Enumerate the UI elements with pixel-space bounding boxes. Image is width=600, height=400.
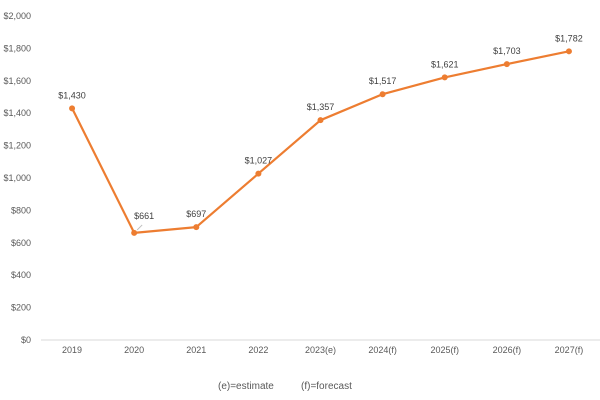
y-tick-label: $0 xyxy=(21,335,31,345)
x-tick-label: 2025(f) xyxy=(430,345,459,355)
data-label: $697 xyxy=(186,209,206,219)
data-label: $1,782 xyxy=(555,33,583,43)
data-labels: $1,430 $661 $697 $1,027 $1,357 $1,517 $1,621 $1… xyxy=(58,33,582,221)
data-point xyxy=(503,61,510,68)
data-point xyxy=(441,74,448,81)
y-tick-label: $2,000 xyxy=(3,11,31,21)
y-tick-label: $1,000 xyxy=(3,173,31,183)
y-tick-label: $200 xyxy=(11,303,31,313)
y-tick-label: $1,200 xyxy=(3,141,31,151)
data-point xyxy=(379,91,386,98)
y-tick-label: $1,800 xyxy=(3,43,31,53)
data-points xyxy=(69,48,572,236)
x-axis-tick-labels: 2019 2020 2021 2022 2023(e) 2024(f) 2025(f) 202… xyxy=(62,345,583,355)
y-tick-label: $1,400 xyxy=(3,108,31,118)
data-label: $1,517 xyxy=(369,76,397,86)
y-tick-label: $600 xyxy=(11,238,31,248)
legend-note-forecast: (f)=forecast xyxy=(301,381,352,392)
data-point xyxy=(193,224,200,231)
y-axis-tick-labels: $0 $200 $400 $600 $800 $1,000 $1,200 $1,400 $1,6… xyxy=(3,11,31,345)
y-tick-label: $400 xyxy=(11,270,31,280)
legend-note-estimate: (e)=estimate xyxy=(218,381,274,392)
x-tick-label: 2023(e) xyxy=(305,345,336,355)
x-tick-label: 2020 xyxy=(124,345,144,355)
data-label: $1,430 xyxy=(58,90,86,100)
data-point xyxy=(317,117,324,124)
x-tick-label: 2021 xyxy=(186,345,206,355)
data-label: $1,357 xyxy=(307,102,335,112)
data-label: $1,621 xyxy=(431,59,459,69)
data-point xyxy=(131,229,138,236)
x-tick-label: 2024(f) xyxy=(368,345,397,355)
data-label: $661 xyxy=(134,211,154,221)
x-tick-label: 2019 xyxy=(62,345,82,355)
data-point xyxy=(69,105,76,112)
x-tick-label: 2026(f) xyxy=(493,345,522,355)
x-tick-label: 2027(f) xyxy=(555,345,584,355)
x-tick-label: 2022 xyxy=(248,345,268,355)
leader-line xyxy=(136,224,143,231)
y-tick-label: $1,600 xyxy=(3,76,31,86)
data-point xyxy=(565,48,572,55)
y-tick-label: $800 xyxy=(11,205,31,215)
leader-lines xyxy=(136,224,143,231)
data-point xyxy=(255,170,262,177)
series-line xyxy=(71,50,570,234)
data-label: $1,703 xyxy=(493,46,521,56)
data-label: $1,027 xyxy=(245,156,273,166)
